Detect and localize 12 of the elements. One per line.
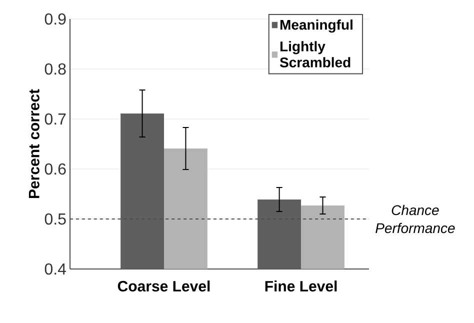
y-tick-label: 0.4	[44, 263, 66, 275]
y-tick-label: 0.5	[44, 213, 66, 225]
legend-label: Meaningful	[280, 19, 352, 33]
y-tick-label: 0.6	[44, 163, 66, 175]
y-axis-title: Percent correct	[28, 89, 40, 198]
x-tick-label: Fine Level	[265, 280, 337, 292]
legend-label: Lightly Scrambled	[280, 41, 350, 68]
y-tick-label: 0.9	[44, 13, 66, 25]
y-tick-label: 0.7	[44, 113, 66, 125]
x-tick-label: Coarse Level	[118, 280, 210, 292]
ref-line-label: Chance Performance	[376, 204, 455, 234]
y-tick-label: 0.8	[44, 63, 66, 75]
